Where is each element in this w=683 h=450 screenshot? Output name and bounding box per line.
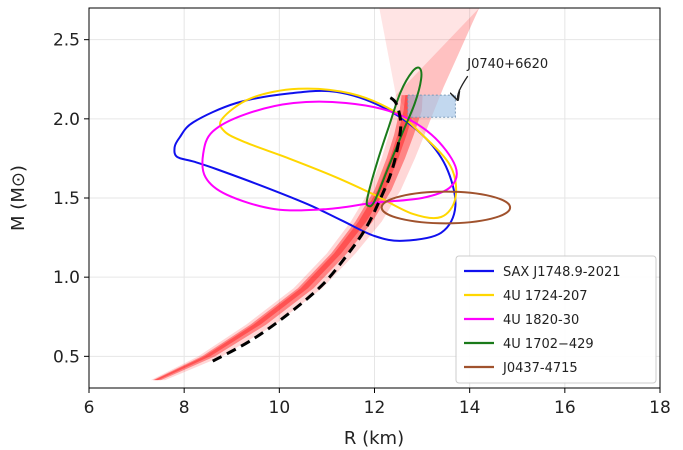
x-tick-label: 16 [554,398,576,418]
contour-4u-1702-429 [365,66,423,208]
annotations: J0740+6620 [457,57,548,100]
x-tick-label: 12 [364,398,386,418]
legend-box [455,255,657,384]
y-tick-label: 2.0 [53,110,80,130]
x-axis-title: R (km) [344,428,404,449]
median-dashed-line [211,95,403,363]
y-tick-label: 1.5 [53,189,80,209]
eos-band-fan [379,8,480,135]
x-tick-label: 18 [649,398,671,418]
legend-label: 4U 1724-207 [503,289,588,304]
y-tick-label: 2.5 [53,31,80,51]
legend-label: 4U 1702−429 [503,337,594,352]
median-curve [211,95,403,363]
y-tick-label: 1.0 [53,268,80,288]
contours [173,66,512,242]
annotation-label: J0740+6620 [466,57,548,72]
y-axis-title: M (M⊙) [8,165,29,231]
contour-j0437-4715 [380,190,512,225]
legend-entry-4u-1724-207: 4U 1724-207 [464,289,588,304]
contour-4u-1820-30 [201,100,458,212]
x-tick-label: 6 [84,398,95,418]
contour-sax-j1748-9-2021 [173,89,457,242]
legend-entry-4u-1702-429: 4U 1702−429 [464,337,594,352]
legend-entry-j0437-4715: J0437-4715 [464,361,578,376]
j0740-region [407,94,456,118]
x-tick-label: 14 [459,398,481,418]
y-tick-label: 0.5 [53,347,80,367]
legend: SAX J1748.9-2021 4U 1724-207 4U 1820-30 4U … [455,255,657,384]
annotation-arrow [457,75,469,100]
axis-ticks: 6 8 10 12 14 16 18 0.5 1.0 1.5 2.0 2.5 [53,31,671,418]
legend-entry-sax-j1748-9-2021: SAX J1748.9-2021 [464,265,621,280]
x-tick-label: 8 [179,398,190,418]
legend-label: 4U 1820-30 [503,313,579,328]
legend-label: J0437-4715 [502,361,578,376]
legend-label: SAX J1748.9-2021 [503,265,621,280]
j0740-rect [407,94,456,118]
x-tick-label: 10 [269,398,291,418]
legend-entry-4u-1820-30: 4U 1820-30 [464,313,579,328]
contour-4u-1724-207 [219,87,458,220]
